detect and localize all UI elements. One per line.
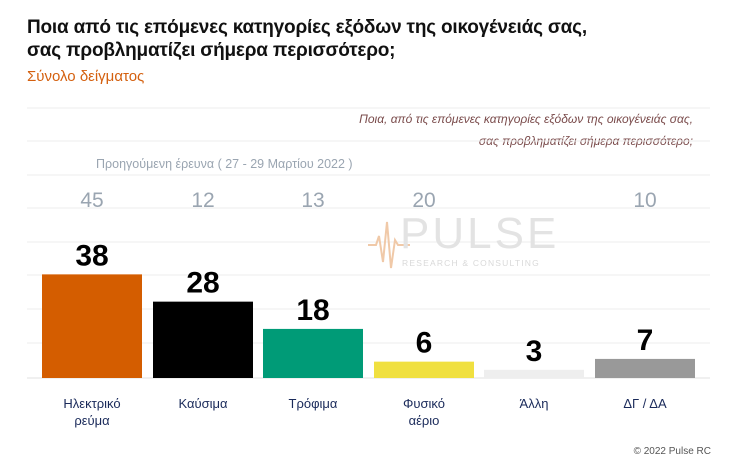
bar-1 [42, 274, 142, 378]
bars: 38 45 Ηλεκτρικό ρεύμα 28 12 Καύσιμα 18 13 Τρόφιμα… [42, 189, 695, 428]
previous-value-label: 20 [412, 189, 435, 212]
category-label: ΔΓ / ΔΑ [623, 396, 667, 411]
category-label-line: ΔΓ / ΔΑ [623, 396, 667, 411]
pulse-watermark-logo: PULSE RESEARCH & CONSULTING [368, 209, 559, 269]
watermark-brand: PULSE [400, 209, 559, 258]
page-title: Ποια από τις επόμενες κατηγορίες εξόδων … [27, 16, 647, 62]
data-label: 28 [186, 267, 219, 300]
category-label-line: ρεύμα [74, 413, 110, 428]
copyright-footer: © 2022 Pulse RC [633, 446, 711, 457]
category-label-line: Φυσικό [403, 396, 445, 411]
category-label-line: Τρόφιμα [289, 396, 338, 411]
category-label-line: αέριο [409, 413, 440, 428]
previous-value-label: 12 [191, 189, 214, 212]
data-label: 38 [75, 239, 108, 272]
category-label: Τρόφιμα [289, 396, 338, 411]
category-label-line: Άλλη [520, 396, 549, 411]
category-label: Άλλη [520, 396, 549, 411]
watermark-pulse-line-icon [368, 221, 410, 269]
title-line-1: Ποια από τις επόμενες κατηγορίες εξόδων … [27, 17, 587, 38]
bar-3 [263, 328, 363, 378]
previous-value-label: 13 [301, 189, 324, 212]
data-label: 6 [416, 327, 433, 360]
data-label: 3 [526, 335, 543, 368]
title-line-2: σας προβληματίζει σήμερα περισσότερο; [27, 40, 396, 61]
category-label: Ηλεκτρικό ρεύμα [63, 396, 120, 428]
bar-4 [374, 361, 474, 378]
bar-5 [484, 369, 584, 378]
subtitle: Σύνολο δείγματος [27, 68, 145, 85]
previous-value-label: 45 [80, 189, 103, 212]
data-label: 18 [296, 294, 329, 327]
bar-6 [595, 358, 695, 378]
category-label: Καύσιμα [178, 396, 228, 411]
watermark-tagline: RESEARCH & CONSULTING [402, 258, 540, 268]
previous-value-label: 10 [633, 189, 656, 212]
previous-survey-label: Προηγούμενη έρευνα ( 27 - 29 Μαρτίου 202… [96, 157, 353, 171]
question-line-1: Ποια, από τις επόμενες κατηγορίες εξόδων… [359, 112, 693, 126]
data-label: 7 [637, 324, 654, 357]
category-label-line: Καύσιμα [178, 396, 228, 411]
bar-2 [153, 301, 253, 378]
category-label-line: Ηλεκτρικό [63, 396, 120, 411]
category-label: Φυσικό αέριο [403, 396, 445, 428]
